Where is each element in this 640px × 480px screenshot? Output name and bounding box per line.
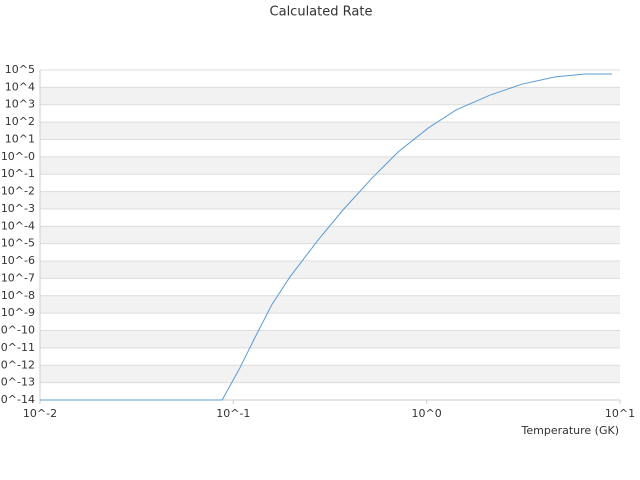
y-tick-label: 10^-13 xyxy=(0,376,35,389)
grid-band xyxy=(40,365,620,383)
grid-band xyxy=(40,295,620,314)
y-tick-label: 10^-0 xyxy=(1,150,35,163)
y-tick-label: 10^-10 xyxy=(0,324,35,337)
y-tick-label: 10^-1 xyxy=(1,167,35,180)
y-tick-label: 10^-14 xyxy=(0,393,35,406)
grid-band xyxy=(40,330,620,348)
y-tick-label: 10^-2 xyxy=(1,185,35,198)
grid-band xyxy=(40,261,620,279)
x-tick-label: 10^-2 xyxy=(23,407,57,420)
y-tick-label: 10^-8 xyxy=(1,289,35,302)
grid-band xyxy=(40,156,620,175)
y-tick-label: 10^-12 xyxy=(0,358,35,371)
grid-band xyxy=(40,87,620,105)
y-tick-label: 10^-7 xyxy=(1,271,35,284)
y-tick-label: 10^2 xyxy=(5,115,35,128)
y-tick-label: 10^5 xyxy=(5,63,35,76)
y-tick-label: 10^-9 xyxy=(1,306,35,319)
y-tick-label: 10^3 xyxy=(5,98,35,111)
y-tick-label: 10^-3 xyxy=(1,202,35,215)
x-tick-label: 10^0 xyxy=(412,407,442,420)
y-tick-label: 10^-11 xyxy=(0,341,35,354)
x-tick-label: 10^1 xyxy=(605,407,635,420)
x-axis-label: Temperature (GK) xyxy=(521,424,620,437)
grid-band xyxy=(40,226,620,244)
x-tick-label: 10^-1 xyxy=(216,407,250,420)
y-tick-label: 10^-6 xyxy=(1,254,35,267)
grid-band xyxy=(40,191,620,209)
y-tick-label: 10^-4 xyxy=(1,219,35,232)
chart-title: Calculated Rate xyxy=(270,5,373,20)
y-tick-label: 10^4 xyxy=(5,80,35,93)
y-tick-label: 10^-5 xyxy=(1,237,35,250)
y-tick-label: 10^1 xyxy=(5,132,35,145)
grid-band xyxy=(40,122,620,140)
data-line xyxy=(40,73,613,401)
